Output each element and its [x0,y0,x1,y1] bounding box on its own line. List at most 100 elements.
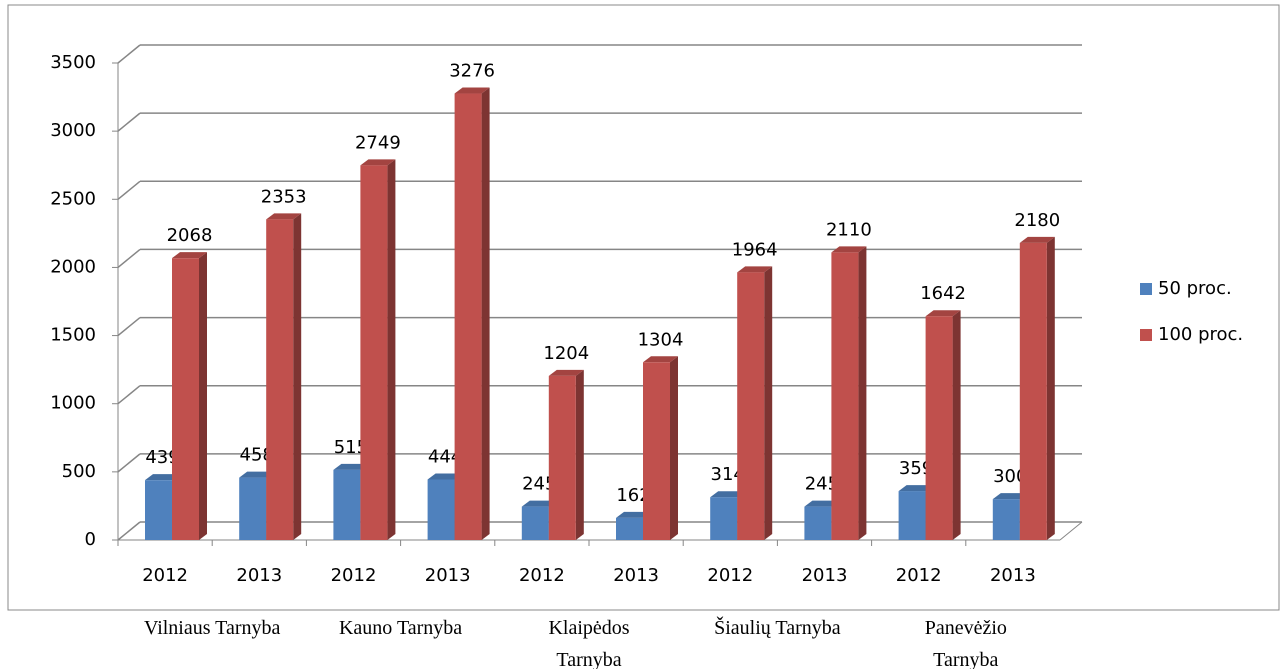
x-tick-label: 2012 [331,565,377,586]
bar [616,517,643,540]
data-label: 359 [899,458,933,479]
group-label: Šiaulių Tarnyba [714,617,841,639]
bar [427,479,455,540]
bar [548,375,576,540]
data-label: 1304 [638,329,684,350]
data-label: 439 [145,447,179,468]
bar-side [858,246,867,541]
y-tick-label: 1500 [50,325,96,346]
grid-line [117,248,141,269]
x-tick-label: 2012 [896,565,942,586]
data-label: 1642 [920,283,966,304]
bar [360,165,388,540]
bar-side [293,213,302,541]
bar-top [710,491,746,498]
axis-line [1059,521,1083,541]
bar-side [1046,236,1055,540]
bar-top [992,493,1028,500]
data-label: 1204 [543,343,589,364]
bar-top [643,356,678,363]
bar [992,499,1020,540]
x-tick-label: 2013 [802,565,848,586]
bar [925,316,953,540]
y-tick-label: 500 [62,461,96,482]
bar-side [670,356,678,540]
bar-top [266,213,302,220]
bar-top [831,246,867,253]
bar [831,252,859,541]
legend-label: 50 proc. [1158,278,1232,299]
grid-line [117,112,141,132]
data-label: 2110 [826,219,872,240]
data-label: 2749 [355,132,401,153]
bar [172,258,199,540]
group-label: Vilniaus Tarnyba [143,617,281,639]
grid-line [117,180,141,200]
bar [737,272,765,540]
legend-swatch [1140,329,1152,341]
legend-label: 100 proc. [1158,324,1243,345]
bar-top [548,369,584,376]
bar-top [1019,236,1055,243]
bar-top [172,252,207,259]
data-label: 245 [805,474,839,495]
bar [145,480,172,540]
bar-top [925,310,961,317]
y-tick-label: 2500 [50,188,96,209]
data-label: 515 [334,437,368,458]
group-label: Klaipėdos Tarnyba [548,617,630,669]
bar-top [616,511,651,518]
data-label: 245 [522,474,556,495]
y-tick-label: 0 [85,529,96,550]
grid-line [117,385,141,405]
data-label: 1964 [732,239,778,260]
group-label: Panevėžio Tarnyba [924,617,1007,669]
y-tick-label: 3500 [50,52,96,73]
y-tick-label: 3000 [50,120,96,141]
data-label: 3276 [449,61,495,82]
bar-side [199,252,207,541]
bar-side [481,87,490,540]
chart: 0 500 1000 1500 2000 2500 3000 3500 2012 439 2068 2… [7,4,1280,611]
bar-side [764,266,773,540]
bar-top [427,473,463,480]
bar [710,497,738,540]
x-tick-label: 2012 [519,565,565,586]
bar [1019,242,1047,540]
y-tick-label: 1000 [50,393,96,414]
grid-line [117,316,141,337]
data-label: 458 [240,445,274,466]
bar-top [360,159,396,166]
bar-top [145,474,180,481]
x-tick-label: 2012 [142,565,188,586]
x-tick-label: 2013 [425,565,471,586]
bar [266,219,294,541]
bar-top [898,485,934,492]
x-tick-label: 2012 [707,565,753,586]
grid-line [117,521,141,541]
x-tick-label: 2013 [236,565,282,586]
bar-side [387,159,396,540]
x-tick-label: 2013 [990,565,1036,586]
bar-side [575,369,584,540]
bar-top [239,471,275,478]
grid-line [117,453,141,473]
data-label: 300 [993,466,1027,487]
bar [454,93,482,540]
group-label: Kauno Tarnyba [338,617,463,639]
y-tick-label: 2000 [50,256,96,277]
data-label: 444 [428,446,462,467]
data-label: 2068 [167,225,213,246]
x-tick-label: 2013 [613,565,659,586]
grid-line [117,44,141,64]
bar-top [804,500,840,507]
bar [804,506,832,540]
bar-side [952,310,961,540]
bar [898,491,926,540]
bar-top [737,266,773,273]
bar [521,506,549,540]
data-label: 2353 [261,186,307,207]
data-label: 162 [616,485,650,506]
data-label: 2180 [1014,210,1060,231]
